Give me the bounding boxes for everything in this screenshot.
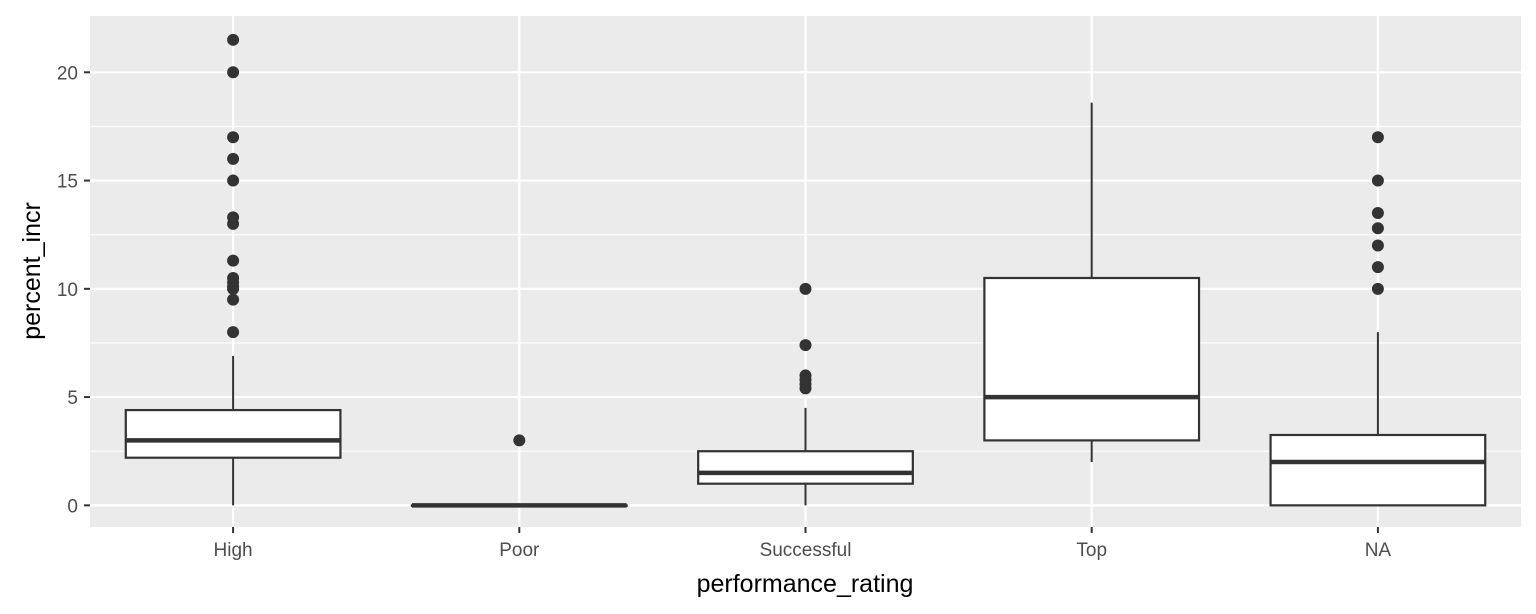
- y-tick-label: 10: [57, 280, 78, 301]
- outlier-point: [227, 271, 240, 284]
- box-group: [124, 33, 342, 506]
- outlier-point: [227, 131, 240, 144]
- y-tick-label: 15: [57, 172, 78, 193]
- y-tick-label: 5: [67, 388, 78, 409]
- outlier-point: [227, 174, 240, 187]
- box-body: [1269, 433, 1487, 507]
- x-axis-title: performance_rating: [697, 570, 914, 598]
- outlier-point: [1371, 174, 1384, 187]
- outlier-point: [1371, 282, 1384, 295]
- y-axis-title: percent_incr: [18, 202, 46, 340]
- outlier-point: [513, 434, 526, 447]
- axis-ticks: 0 5 10 15 20 High Poor Successful Top NA: [57, 63, 1392, 561]
- x-tick-label: NA: [1365, 540, 1392, 561]
- x-tick-label: High: [214, 540, 253, 561]
- boxes: [124, 33, 1487, 508]
- outlier-point: [799, 339, 812, 352]
- box-body: [697, 450, 914, 485]
- outlier-point: [227, 152, 240, 165]
- box-group: [697, 282, 914, 506]
- outlier-point: [227, 293, 240, 306]
- outlier-point: [227, 211, 240, 224]
- outlier-point: [799, 369, 812, 382]
- outlier-point: [227, 254, 240, 267]
- outlier-point: [799, 282, 812, 295]
- outlier-point: [227, 326, 240, 339]
- outlier-point: [227, 66, 240, 79]
- box-body: [124, 408, 342, 459]
- x-tick-label: Top: [1076, 540, 1107, 561]
- outlier-point: [1371, 222, 1384, 235]
- x-tick-label: Poor: [499, 540, 540, 561]
- outlier-point: [1371, 131, 1384, 144]
- outlier-point: [227, 33, 240, 46]
- box-group: [983, 102, 1201, 463]
- x-tick-label: Successful: [760, 540, 852, 561]
- box-body: [983, 276, 1201, 442]
- outlier-point: [1371, 239, 1384, 252]
- box-group: [1269, 131, 1487, 507]
- outlier-point: [1371, 207, 1384, 220]
- outlier-point: [1371, 261, 1384, 274]
- box-group: [410, 434, 628, 508]
- y-tick-label: 20: [57, 63, 78, 84]
- y-tick-label: 0: [67, 496, 78, 517]
